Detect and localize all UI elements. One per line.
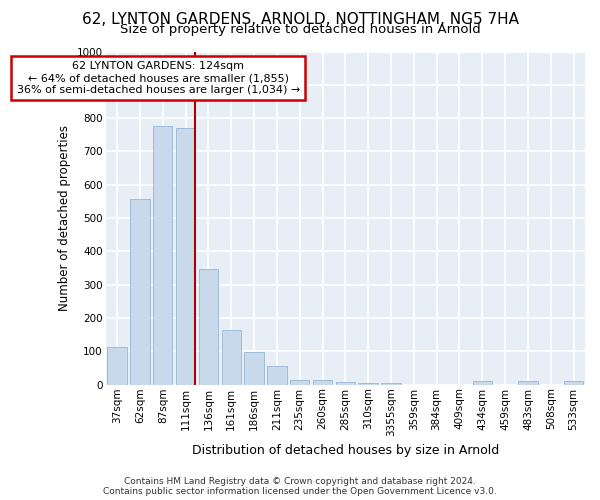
Bar (244, 352, 264, 384)
Bar (358, 383, 378, 384)
X-axis label: Distribution of detached houses by size in Arnold: Distribution of detached houses by size … (192, 444, 499, 458)
Bar (381, 383, 401, 384)
Text: Contains HM Land Registry data © Crown copyright and database right 2024.
Contai: Contains HM Land Registry data © Crown c… (103, 476, 497, 496)
Bar (267, 366, 287, 384)
Bar (221, 330, 241, 384)
Bar (313, 380, 332, 384)
Text: Size of property relative to detached houses in Arnold: Size of property relative to detached ho… (119, 22, 481, 36)
Bar (564, 382, 583, 384)
Y-axis label: Number of detached properties: Number of detached properties (58, 125, 71, 311)
Text: 62 LYNTON GARDENS: 124sqm
← 64% of detached houses are smaller (1,855)
36% of se: 62 LYNTON GARDENS: 124sqm ← 64% of detac… (17, 62, 300, 94)
Bar (199, 268, 218, 384)
Text: 62, LYNTON GARDENS, ARNOLD, NOTTINGHAM, NG5 7HA: 62, LYNTON GARDENS, ARNOLD, NOTTINGHAM, … (82, 12, 518, 26)
Bar (335, 382, 355, 384)
Bar (176, 128, 195, 384)
Bar (473, 382, 492, 384)
Bar (107, 347, 127, 385)
Bar (518, 382, 538, 384)
Bar (153, 126, 172, 384)
Bar (130, 199, 149, 384)
Bar (290, 380, 310, 384)
